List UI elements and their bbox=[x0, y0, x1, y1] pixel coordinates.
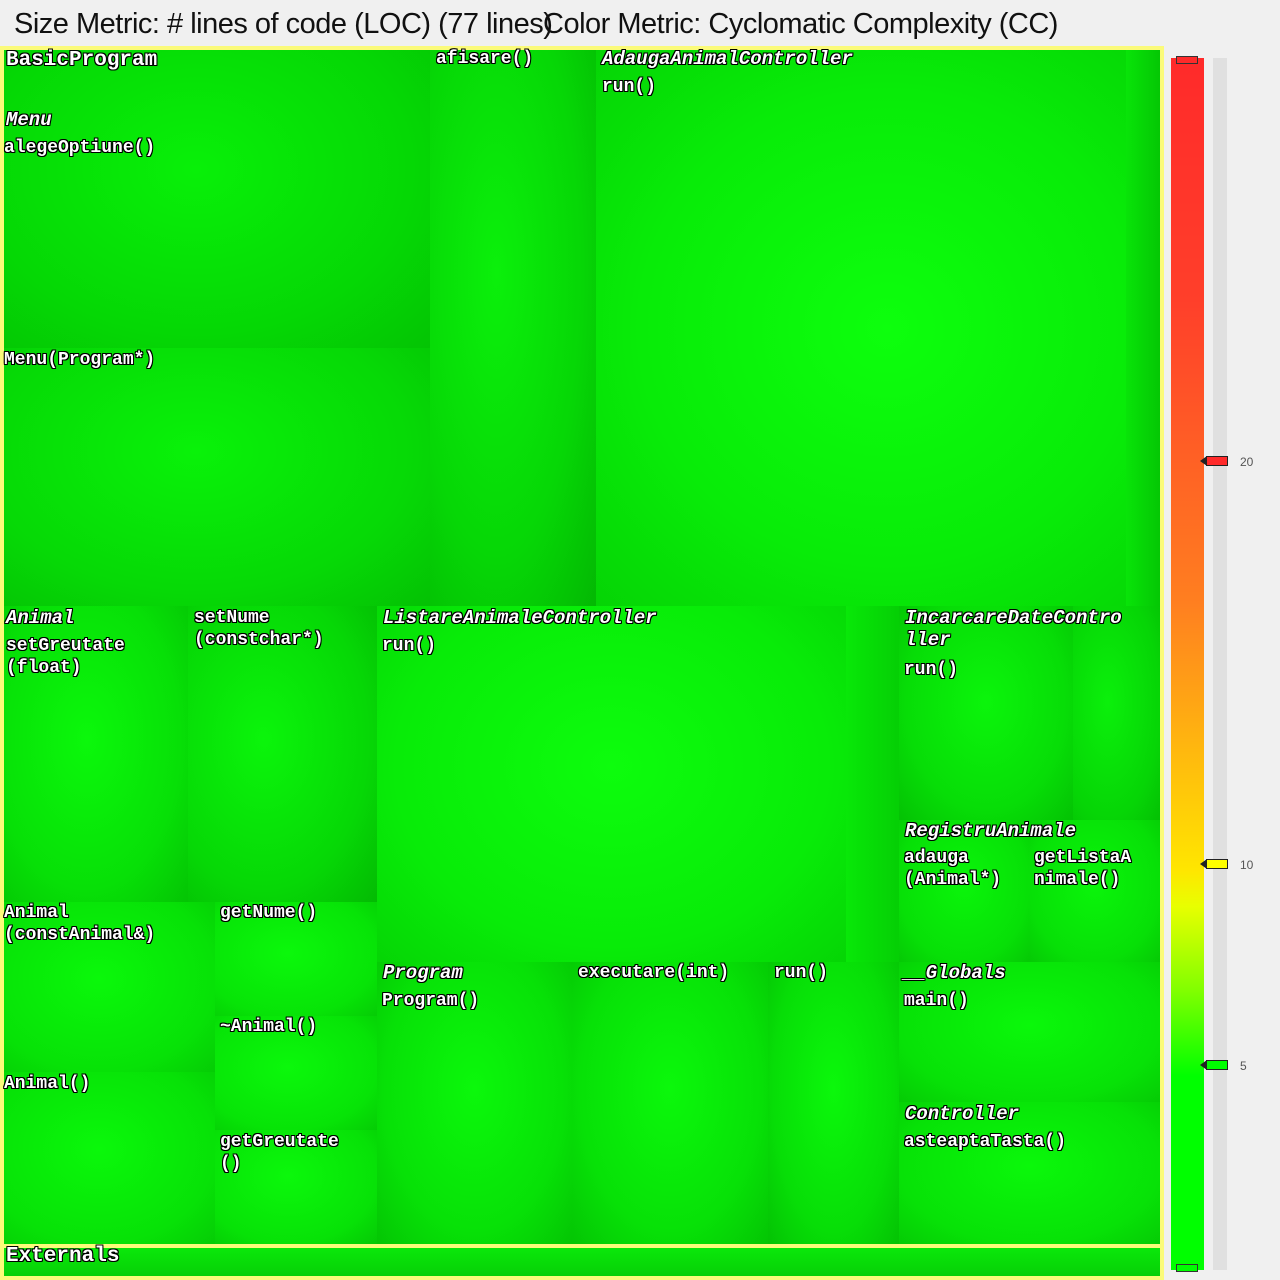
cell-incarcare-extra[interactable] bbox=[1073, 606, 1160, 820]
method-label-main: main() bbox=[904, 991, 969, 1011]
method-label-getnume: getNume() bbox=[220, 903, 318, 923]
cell-main[interactable] bbox=[899, 962, 1160, 1102]
cell-setnume[interactable] bbox=[188, 606, 377, 902]
group-label-basicprogram: BasicProgram bbox=[6, 49, 158, 72]
method-label-listare-run: run() bbox=[382, 636, 437, 656]
class-label-menu: Menu bbox=[6, 109, 52, 131]
method-label-program-run: run() bbox=[774, 963, 829, 983]
tick-label-10: 10 bbox=[1240, 858, 1254, 872]
method-label-menu-constructor: Menu(Program*) bbox=[4, 350, 156, 370]
cell-getgreutate[interactable] bbox=[215, 1130, 377, 1244]
cell-listare-run[interactable] bbox=[377, 606, 846, 962]
cell-getnume[interactable] bbox=[215, 902, 377, 1016]
method-label-setnume: setNume (constchar*) bbox=[194, 608, 324, 650]
cell-asteapta[interactable] bbox=[899, 1102, 1160, 1244]
method-label-adauga-run: run() bbox=[602, 77, 657, 97]
method-label-animal-constructor: Animal() bbox=[4, 1074, 91, 1094]
method-label-getlista: getListaA nimale() bbox=[1034, 848, 1132, 890]
threshold-marker-5[interactable] bbox=[1200, 1060, 1228, 1070]
cell-adauga-method[interactable] bbox=[899, 820, 1029, 962]
class-label-listare-controller: ListareAnimaleController bbox=[383, 607, 657, 629]
class-label-animal: Animal bbox=[6, 607, 75, 629]
color-scale-bar bbox=[1171, 58, 1204, 1270]
threshold-marker-10[interactable] bbox=[1200, 859, 1228, 869]
method-label-setgreutate: setGreutate (float) bbox=[6, 636, 125, 678]
cell-alegeoptiune[interactable] bbox=[4, 50, 430, 348]
cell-destructor[interactable] bbox=[215, 1016, 377, 1130]
cell-incarcare-run[interactable] bbox=[899, 606, 1073, 820]
method-label-program-constructor: Program() bbox=[382, 991, 480, 1011]
class-label-controller: Controller bbox=[905, 1103, 1020, 1125]
tick-label-20: 20 bbox=[1240, 455, 1254, 469]
method-label-alegeoptiune: alegeOptiune() bbox=[4, 138, 156, 158]
cell-afisare[interactable] bbox=[430, 50, 596, 606]
cell-adauga-extra[interactable] bbox=[1126, 50, 1160, 606]
method-label-adauga: adauga (Animal*) bbox=[904, 848, 1002, 890]
threshold-marker-20[interactable] bbox=[1200, 456, 1228, 466]
cell-program-constructor[interactable] bbox=[377, 962, 572, 1244]
cell-adauga-run[interactable] bbox=[596, 50, 1126, 606]
color-metric-label: Color Metric: Cyclomatic Complexity (CC) bbox=[543, 8, 1058, 40]
cell-externals[interactable] bbox=[4, 1248, 1160, 1276]
size-metric-label: Size Metric: # lines of code (LOC) (77 l… bbox=[14, 8, 553, 40]
method-label-destructor: ~Animal() bbox=[220, 1017, 318, 1037]
tick-label-5: 5 bbox=[1240, 1059, 1247, 1073]
class-label-adauga-controller: AdaugaAnimalController bbox=[602, 48, 853, 70]
method-label-animal-copy: Animal (constAnimal&) bbox=[4, 903, 156, 945]
cell-executare[interactable] bbox=[572, 962, 768, 1244]
method-label-executare: executare(int) bbox=[578, 963, 730, 983]
metrics-header: Size Metric: # lines of code (LOC) (77 l… bbox=[0, 0, 1280, 48]
scale-min-handle[interactable] bbox=[1176, 1264, 1198, 1272]
class-label-program: Program bbox=[383, 962, 463, 984]
scale-max-handle[interactable] bbox=[1176, 56, 1198, 64]
cell-setgreutate[interactable] bbox=[4, 606, 188, 902]
method-label-asteapta: asteaptaTasta() bbox=[904, 1132, 1067, 1152]
treemap[interactable]: BasicProgram Menu alegeOptiune() Menu(Pr… bbox=[0, 46, 1164, 1280]
class-label-incarcare-controller: IncarcareDateContro ller bbox=[905, 607, 1122, 651]
class-label-globals: __Globals bbox=[903, 962, 1006, 984]
method-label-afisare: afisare() bbox=[436, 49, 534, 69]
method-label-incarcare-run: run() bbox=[904, 660, 959, 680]
cell-listare-extra[interactable] bbox=[846, 606, 899, 962]
color-scale-track[interactable] bbox=[1213, 58, 1227, 1270]
cell-getlista[interactable] bbox=[1029, 820, 1160, 962]
cell-animal-copy[interactable] bbox=[4, 902, 215, 1072]
cell-program-run[interactable] bbox=[768, 962, 899, 1244]
class-label-registru: RegistruAnimale bbox=[905, 820, 1077, 842]
group-label-externals: Externals bbox=[6, 1245, 120, 1268]
cell-menu-constructor[interactable] bbox=[4, 348, 430, 606]
method-label-getgreutate: getGreutate () bbox=[220, 1132, 339, 1174]
cell-animal-constructor[interactable] bbox=[4, 1072, 215, 1244]
